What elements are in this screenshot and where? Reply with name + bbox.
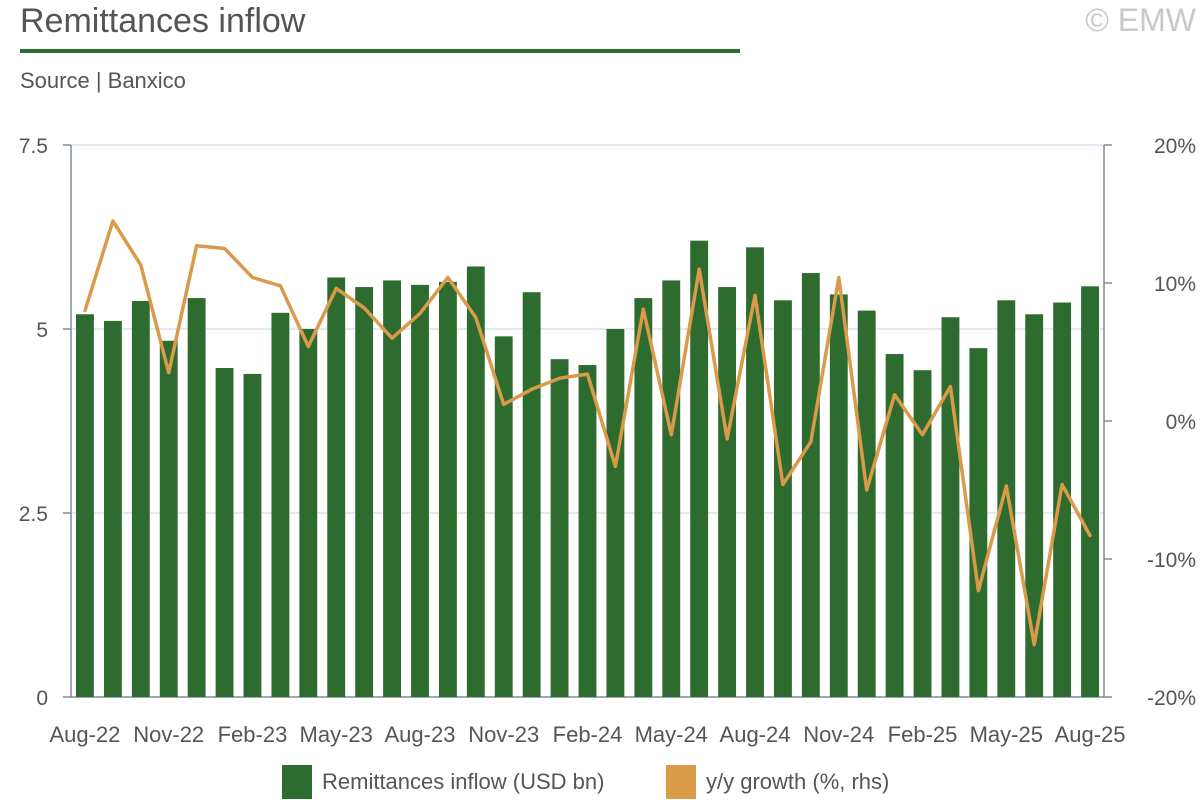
growth-series-line (83, 219, 1092, 647)
legend-label-growth: y/y growth (%, rhs) (706, 769, 890, 794)
legend-swatch-line (666, 765, 696, 799)
bar (1025, 314, 1044, 697)
bar (634, 298, 653, 697)
x-tick-label: May-25 (970, 722, 1043, 747)
legend-item-growth: y/y growth (%, rhs) (666, 764, 889, 800)
bar (494, 336, 513, 697)
bar (718, 287, 737, 697)
x-tick-label: Aug-25 (1055, 722, 1126, 747)
bar (131, 301, 150, 697)
y-tick-label-left: 2.5 (19, 503, 48, 526)
copyright-text: © EMW (1085, 2, 1196, 38)
chart-area: 0 2.5 5 7.5 -20% -10% 0% 10% 20% Aug-22 Nov-22 Feb-… (19, 135, 1196, 747)
y-tick-label-left: 5 (36, 319, 48, 342)
x-tick-label: Aug-22 (49, 722, 120, 747)
legend: Remittances inflow (USD bn) y/y growth (… (0, 764, 1200, 800)
bar (662, 280, 681, 697)
chart-title: Remittances inflow (20, 2, 306, 40)
bar (438, 281, 457, 697)
bar (327, 277, 346, 697)
x-tick-label: Feb-23 (218, 722, 288, 747)
source-text: Source | Banxico (20, 68, 186, 93)
bar (690, 240, 709, 697)
bar (969, 348, 988, 697)
bar (885, 354, 904, 697)
bar (466, 266, 485, 697)
bar (773, 300, 792, 697)
x-tick-label: May-24 (635, 722, 708, 747)
bar (997, 300, 1016, 697)
bar (522, 292, 541, 697)
bar (76, 314, 94, 697)
x-tick-label: Nov-22 (133, 722, 204, 747)
x-tick-label: Feb-24 (553, 722, 623, 747)
legend-item-remittances: Remittances inflow (USD bn) (282, 764, 604, 800)
y-tick-label-right: 10% (1154, 273, 1196, 296)
bar (746, 247, 764, 697)
bar (411, 284, 429, 697)
bar (550, 359, 569, 697)
bar (243, 373, 262, 697)
bar (606, 329, 625, 697)
x-tick-label: Nov-23 (468, 722, 539, 747)
y-tick-label-left: 7.5 (19, 135, 48, 158)
y-tick-label-right: 0% (1166, 411, 1196, 434)
bar (913, 370, 932, 697)
bar (187, 298, 206, 697)
bar (1053, 302, 1072, 697)
y-tick-label-right: -10% (1147, 549, 1196, 572)
x-tick-label: Nov-24 (803, 722, 874, 747)
x-tick-label: Aug-23 (385, 722, 456, 747)
bar (215, 368, 234, 697)
y-tick-label-right: 20% (1154, 135, 1196, 158)
bar (857, 310, 876, 697)
x-tick-label: May-23 (300, 722, 373, 747)
x-tick-label: Feb-25 (888, 722, 958, 747)
bar (801, 273, 820, 697)
title-underline (20, 49, 740, 53)
bar (159, 340, 178, 697)
legend-label-remittances: Remittances inflow (USD bn) (322, 769, 605, 794)
y-tick-label-left: 0 (36, 687, 48, 710)
bar (383, 280, 402, 697)
bar (271, 312, 290, 697)
y-tick-label-right: -20% (1147, 687, 1196, 710)
bar (299, 329, 318, 697)
bar (1081, 286, 1099, 697)
x-tick-label: Aug-24 (720, 722, 791, 747)
bar (355, 287, 374, 697)
bar (941, 317, 960, 697)
bar (829, 294, 848, 697)
bar (578, 365, 597, 697)
bar (103, 320, 122, 697)
legend-swatch-bars (282, 765, 312, 799)
